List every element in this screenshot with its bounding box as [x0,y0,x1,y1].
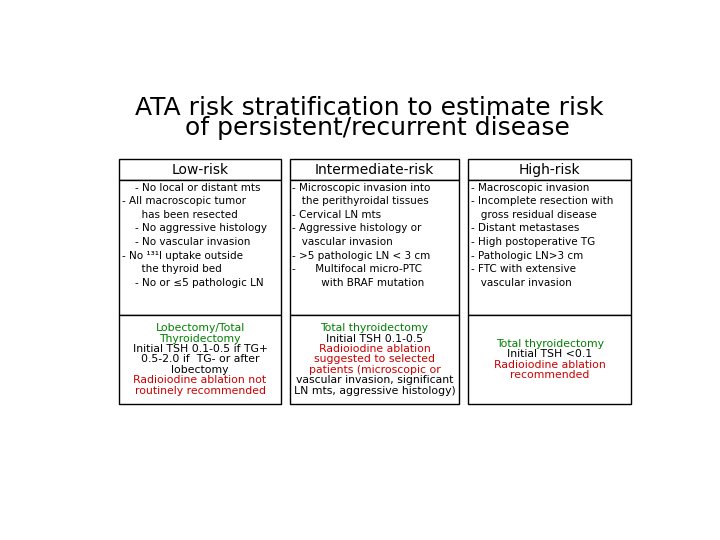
Bar [290,180,459,315]
Bar [468,159,631,180]
Text: routinely recommended: routinely recommended [135,386,266,395]
Bar [120,315,281,403]
Text: Thyroidectomy: Thyroidectomy [159,334,240,343]
Text: Low-risk: Low-risk [171,163,229,177]
Text: Intermediate-risk: Intermediate-risk [315,163,434,177]
Bar [120,180,281,315]
Text: Total thyroidectomy: Total thyroidectomy [495,339,603,349]
Text: 0.5-2.0 if  TG- or after: 0.5-2.0 if TG- or after [141,354,259,364]
Text: Radioiodine ablation: Radioiodine ablation [494,360,606,369]
Bar [468,315,631,403]
Text: vascular invasion, significant: vascular invasion, significant [296,375,453,385]
Bar [120,159,281,180]
Text: High-risk: High-risk [519,163,580,177]
Text: Radioiodine ablation: Radioiodine ablation [318,344,431,354]
Text: Radioiodine ablation not: Radioiodine ablation not [133,375,266,385]
Text: ATA risk stratification to estimate risk: ATA risk stratification to estimate risk [135,96,603,119]
Bar [290,315,459,403]
Bar [468,180,631,315]
Text: suggested to selected: suggested to selected [314,354,435,364]
Text: LN mts, aggressive histology): LN mts, aggressive histology) [294,386,455,395]
Text: - No local or distant mts
- All macroscopic tumor
      has been resected
    - : - No local or distant mts - All macrosco… [122,183,267,288]
Text: of persistent/recurrent disease: of persistent/recurrent disease [168,117,570,140]
Text: Initial TSH 0.1-0.5: Initial TSH 0.1-0.5 [326,334,423,343]
Text: patients (microscopic or: patients (microscopic or [309,364,441,375]
Bar [290,159,459,180]
Text: Initial TSH <0.1: Initial TSH <0.1 [507,349,592,359]
Text: - Microscopic invasion into
   the perithyroidal tissues
- Cervical LN mts
- Agg: - Microscopic invasion into the perithyr… [292,183,431,288]
Text: Total thyroidectomy: Total thyroidectomy [320,323,428,333]
Text: Lobectomy/Total: Lobectomy/Total [156,323,245,333]
Text: recommended: recommended [510,370,589,380]
Text: - Macroscopic invasion
- Incomplete resection with
   gross residual disease
- D: - Macroscopic invasion - Incomplete rese… [471,183,613,288]
Text: lobectomy: lobectomy [171,364,229,375]
Text: Initial TSH 0.1-0.5 if TG+: Initial TSH 0.1-0.5 if TG+ [132,344,268,354]
